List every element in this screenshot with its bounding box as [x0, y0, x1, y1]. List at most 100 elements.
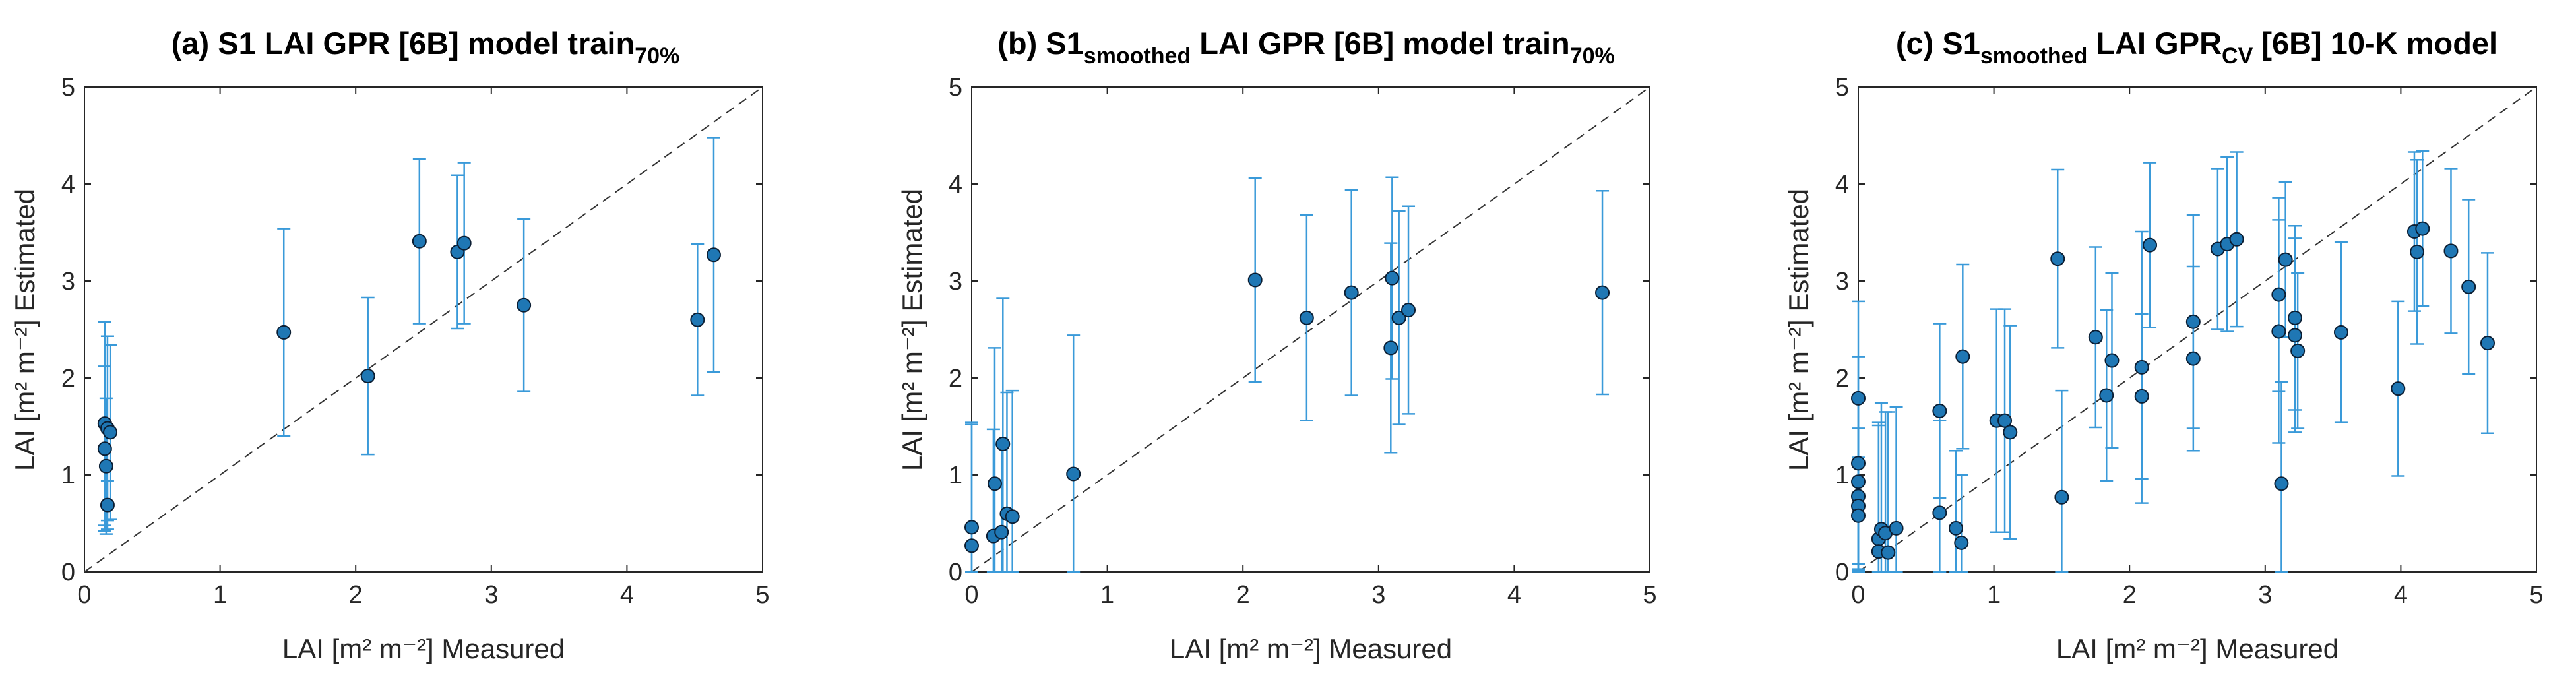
y-tick-label: 3	[949, 268, 962, 296]
data-point	[2003, 425, 2018, 440]
one-to-one-line	[84, 86, 763, 573]
y-tick-label: 0	[949, 559, 962, 586]
data-point	[100, 497, 115, 513]
one-to-one-line	[971, 86, 1650, 573]
data-point	[2271, 287, 2286, 302]
x-tick-label: 5	[2529, 581, 2543, 609]
chart-panel-a: (a) S1 LAI GPR [6B] model train70% 0 1 2 3 4…	[9, 26, 770, 664]
x-tick-label: 1	[213, 581, 227, 609]
data-point	[2229, 232, 2244, 247]
data-point	[1997, 413, 2013, 428]
data-point	[103, 425, 118, 440]
y-tick-label: 5	[1835, 74, 1849, 102]
data-point	[1881, 545, 1896, 560]
data-point	[1851, 474, 1866, 489]
data-point	[706, 247, 721, 263]
x-tick-label: 4	[1507, 581, 1521, 609]
chart-panel-c: (c) S1smoothed LAI GPRCV [6B] 10-K model…	[1783, 26, 2544, 664]
data-point	[517, 297, 532, 313]
data-point	[2391, 381, 2406, 396]
y-tick-label: 3	[1835, 268, 1849, 296]
x-tick-label: 0	[77, 581, 91, 609]
data-point	[1954, 535, 1969, 550]
data-point	[964, 538, 979, 553]
chart-panel-b: (b) S1smoothed LAI GPR [6B] model train7…	[896, 26, 1657, 664]
y-tick-label: 5	[949, 74, 962, 102]
data-point	[2290, 343, 2306, 358]
data-point	[2415, 221, 2430, 236]
y-tick-label: 4	[1835, 171, 1849, 199]
y-tick-label: 2	[61, 365, 75, 392]
data-point	[2278, 252, 2293, 267]
x-tick-label: 2	[2123, 581, 2137, 609]
data-point	[2274, 476, 2289, 491]
x-axis-label: LAI [m² m⁻²] Measured	[1170, 633, 1452, 664]
data-point	[2288, 328, 2303, 343]
one-to-one-line	[1858, 86, 2537, 573]
data-point	[2104, 353, 2120, 368]
x-tick-label: 1	[1100, 581, 1114, 609]
data-point	[994, 524, 1009, 540]
x-tick-label: 2	[349, 581, 363, 609]
y-tick-label: 4	[949, 171, 962, 199]
data-point	[1955, 349, 1970, 364]
data-point	[2134, 359, 2149, 375]
data-point	[1401, 303, 1416, 318]
data-point	[97, 441, 112, 456]
data-point	[1383, 340, 1398, 356]
data-point	[1391, 310, 1406, 325]
y-tick-label: 0	[1835, 559, 1849, 586]
data-point	[1851, 456, 1866, 471]
x-tick-label: 5	[755, 581, 769, 609]
data-point	[456, 235, 472, 251]
x-tick-label: 4	[2394, 581, 2408, 609]
data-point	[1247, 272, 1263, 288]
data-point	[98, 458, 113, 474]
x-tick-label: 3	[1371, 581, 1385, 609]
y-axis-label: LAI [m² m⁻²] Estimated	[896, 189, 927, 471]
x-axis-label: LAI [m² m⁻²] Measured	[2056, 633, 2339, 664]
y-tick-label: 0	[61, 559, 75, 586]
y-tick-label: 2	[1835, 365, 1849, 392]
data-point	[2271, 324, 2286, 339]
data-point	[1005, 509, 1020, 524]
y-tick-label: 1	[1835, 462, 1849, 489]
y-tick-label: 3	[61, 268, 75, 296]
marks-layer	[964, 86, 1650, 573]
data-point	[2054, 489, 2069, 505]
data-point	[1932, 505, 1947, 520]
y-tick-label: 1	[61, 462, 75, 489]
data-point	[1344, 285, 1359, 300]
data-point	[2288, 310, 2303, 325]
y-axis-label: LAI [m² m⁻²] Estimated	[9, 189, 40, 471]
data-point	[1851, 508, 1866, 523]
data-point	[2185, 351, 2201, 366]
data-point	[995, 436, 1011, 451]
x-tick-label: 2	[1236, 581, 1250, 609]
data-point	[412, 234, 427, 249]
data-point	[360, 369, 375, 384]
data-point	[2050, 251, 2065, 266]
data-point	[1932, 403, 1947, 418]
y-tick-label: 2	[949, 365, 962, 392]
data-point	[2443, 243, 2459, 259]
x-tick-label: 5	[1643, 581, 1656, 609]
data-point	[1066, 466, 1081, 482]
x-tick-label: 1	[1987, 581, 2001, 609]
data-point	[2143, 237, 2158, 253]
data-point	[1949, 520, 1964, 536]
data-point	[276, 325, 292, 340]
data-point	[2099, 388, 2114, 403]
data-point	[987, 476, 1002, 491]
chart-title: (b) S1smoothed LAI GPR [6B] model train7…	[997, 26, 1615, 69]
x-tick-label: 3	[2258, 581, 2272, 609]
x-tick-label: 0	[964, 581, 978, 609]
x-axis-label: LAI [m² m⁻²] Measured	[282, 633, 565, 664]
data-point	[1889, 520, 1904, 536]
y-tick-label: 5	[61, 74, 75, 102]
data-point	[1299, 310, 1314, 325]
x-tick-label: 3	[484, 581, 498, 609]
chart-title: (c) S1smoothed LAI GPRCV [6B] 10-K model	[1896, 26, 2497, 69]
marks-layer	[84, 86, 763, 573]
